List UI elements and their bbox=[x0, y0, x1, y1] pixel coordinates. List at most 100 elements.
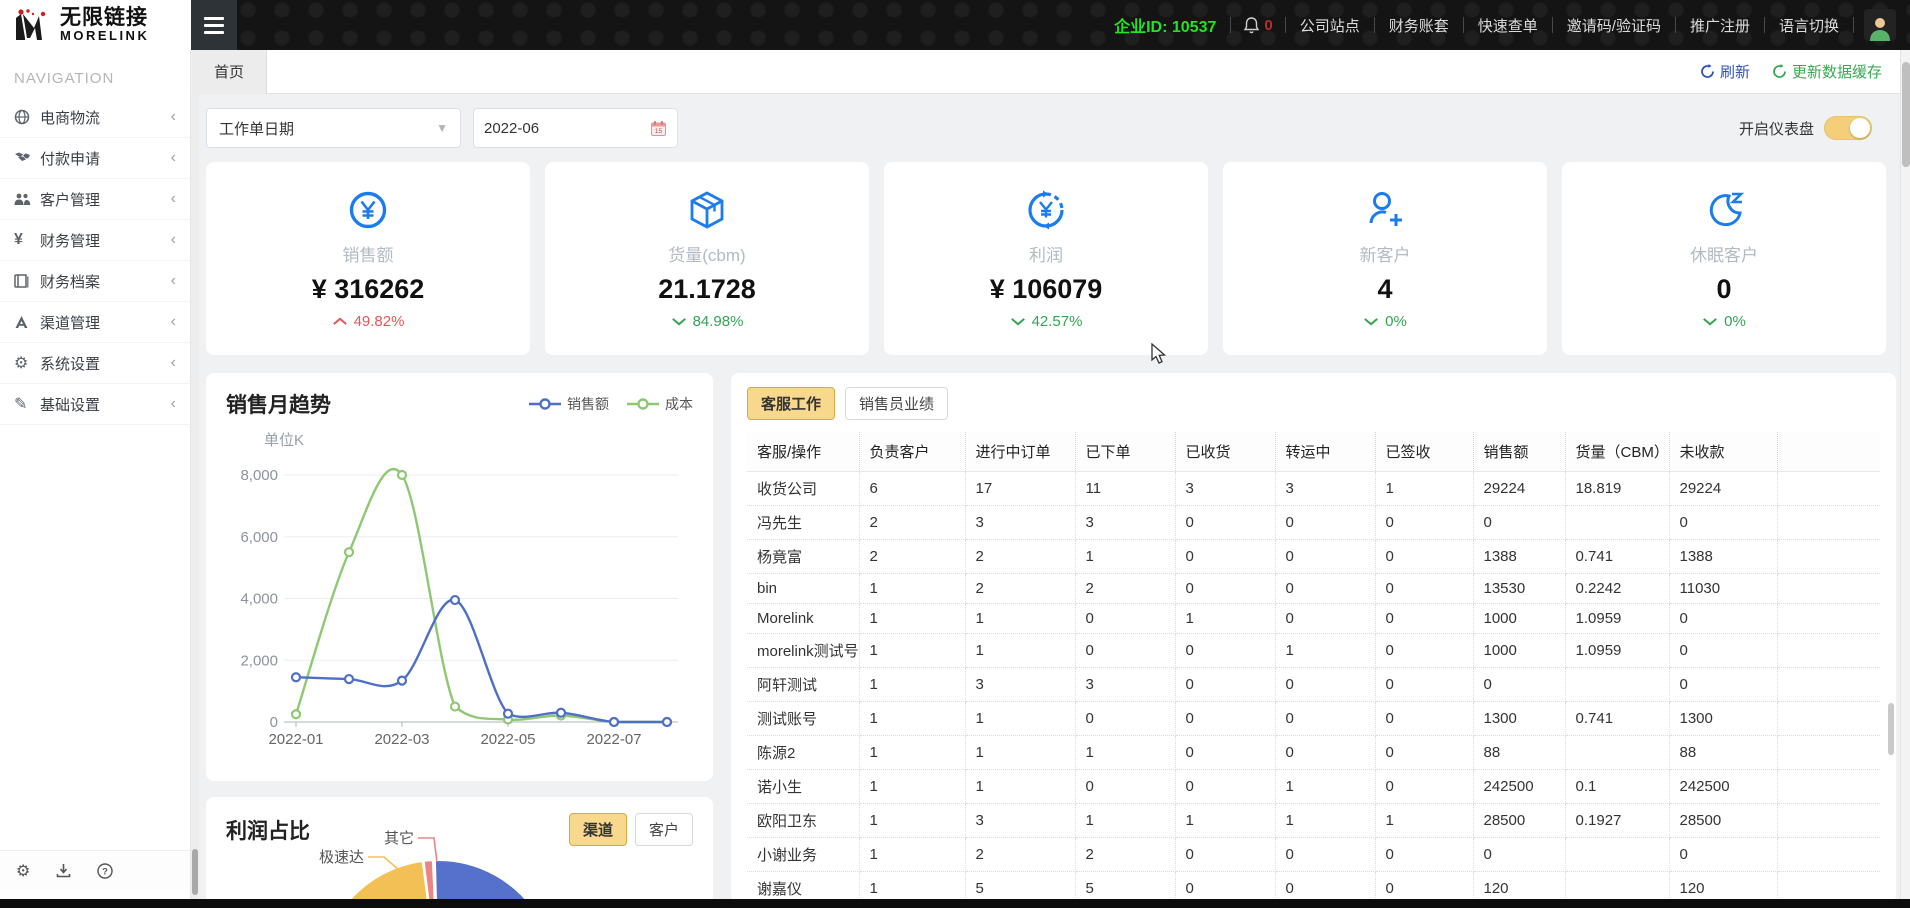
svg-text:?: ? bbox=[102, 866, 108, 877]
svg-text:15: 15 bbox=[655, 128, 663, 135]
update-cache-button[interactable]: 更新数据缓存 bbox=[1772, 61, 1882, 82]
pie-channel-button[interactable]: 渠道 bbox=[569, 813, 627, 846]
menu-finance-books[interactable]: 财务账套 bbox=[1375, 15, 1463, 36]
pie-customer-button[interactable]: 客户 bbox=[635, 813, 693, 846]
table-cell: 1 bbox=[965, 770, 1075, 804]
page-scrollbar[interactable] bbox=[1900, 50, 1910, 908]
page-scrollbar-thumb[interactable] bbox=[1902, 62, 1910, 167]
table-cell: 0 bbox=[1375, 506, 1473, 540]
table-row[interactable]: 收货公司617113312922418.81929224 bbox=[747, 472, 1880, 506]
table-cell-name: 欧阳卫东 bbox=[747, 804, 859, 838]
table-row[interactable]: 小谢业务12200000 bbox=[747, 838, 1880, 872]
download-icon[interactable] bbox=[56, 863, 71, 878]
table-cell: 0 bbox=[1473, 506, 1565, 540]
table-cell: 242500 bbox=[1669, 770, 1777, 804]
topbar: 无限链接 MORELINK 企业ID: 10537 0 公司站点 财务账套 快速… bbox=[0, 0, 1910, 50]
sidebar-toggle-button[interactable] bbox=[191, 0, 237, 50]
sidebar-item-finance-archive[interactable]: 财务档案 ‹ bbox=[0, 261, 190, 302]
bottom-bar bbox=[0, 899, 1910, 908]
sidebar-item-label: 基础设置 bbox=[40, 394, 100, 415]
table-cell: 0 bbox=[1473, 668, 1565, 702]
menu-language-switch[interactable]: 语言切换 bbox=[1765, 15, 1853, 36]
table-cell: 17 bbox=[965, 472, 1075, 506]
table-cell: 2 bbox=[965, 574, 1075, 604]
table-cell: 0 bbox=[1375, 604, 1473, 634]
table-row[interactable]: bin122000135300.224211030 bbox=[747, 574, 1880, 604]
menu-promo-register[interactable]: 推广注册 bbox=[1676, 15, 1764, 36]
table-row[interactable]: Morelink11010010001.09590 bbox=[747, 604, 1880, 634]
table-row[interactable]: morelink测试号11001010001.09590 bbox=[747, 634, 1880, 668]
table-cell: 1 bbox=[859, 634, 965, 668]
table-cell: 1 bbox=[1075, 804, 1175, 838]
content-scrollbar[interactable] bbox=[191, 94, 199, 899]
chevron-left-icon: ‹ bbox=[171, 354, 176, 372]
content-scrollbar-thumb[interactable] bbox=[192, 849, 198, 895]
help-icon[interactable]: ? bbox=[97, 863, 113, 879]
user-avatar[interactable] bbox=[1864, 9, 1896, 41]
tab-home[interactable]: 首页 bbox=[192, 50, 267, 94]
table-cell-name: Morelink bbox=[747, 604, 859, 634]
table-cell: 1 bbox=[1075, 540, 1175, 574]
table-cell: 0 bbox=[1275, 668, 1375, 702]
app-logo[interactable]: 无限链接 MORELINK bbox=[0, 0, 191, 50]
menu-company-site[interactable]: 公司站点 bbox=[1286, 15, 1374, 36]
table-cell-name: morelink测试号 bbox=[747, 634, 859, 668]
table-cell-name: 阿轩测试 bbox=[747, 668, 859, 702]
tab-salesperson-performance[interactable]: 销售员业绩 bbox=[845, 387, 948, 420]
table-row[interactable]: 欧阳卫东131111285000.192728500 bbox=[747, 804, 1880, 838]
table-row[interactable]: 冯先生23300000 bbox=[747, 506, 1880, 540]
table-cell bbox=[1777, 736, 1880, 770]
dashboard-toggle-switch[interactable] bbox=[1824, 116, 1872, 140]
sidebar-item-finance-management[interactable]: ¥ 财务管理 ‹ bbox=[0, 220, 190, 261]
sidebar-item-customer-management[interactable]: 客户管理 ‹ bbox=[0, 179, 190, 220]
table-cell: 1 bbox=[1275, 634, 1375, 668]
table-row[interactable]: 阿轩测试13300000 bbox=[747, 668, 1880, 702]
table-cell-name: 杨竟富 bbox=[747, 540, 859, 574]
table-cell: 0 bbox=[1375, 736, 1473, 770]
svg-text:2022-03: 2022-03 bbox=[374, 731, 429, 748]
legend-marker-icon bbox=[627, 398, 659, 410]
table-row[interactable]: 测试账号11000013000.7411300 bbox=[747, 702, 1880, 736]
table-cell: 6 bbox=[859, 472, 965, 506]
table-cell bbox=[1777, 838, 1880, 872]
sales-trend-card: 销售月趋势 销售额 成本 单位K bbox=[206, 373, 713, 781]
table-scrollbar-thumb[interactable] bbox=[1888, 703, 1894, 755]
table-cell: 0 bbox=[1375, 574, 1473, 604]
table-cell: 1000 bbox=[1473, 604, 1565, 634]
svg-text:8,000: 8,000 bbox=[240, 467, 278, 484]
menu-invite-code[interactable]: 邀请码/验证码 bbox=[1553, 15, 1675, 36]
settings-gear-icon[interactable]: ⚙ bbox=[16, 861, 30, 881]
sidebar-item-basic-settings[interactable]: ✎ 基础设置 ‹ bbox=[0, 384, 190, 425]
stat-value: 0 bbox=[1716, 274, 1731, 305]
stat-value: 21.1728 bbox=[658, 274, 756, 305]
stat-change: 84.98% bbox=[671, 313, 744, 330]
table-cell: 3 bbox=[965, 506, 1075, 540]
table-cell: 2 bbox=[1075, 838, 1175, 872]
table-column-header: 销售额 bbox=[1473, 432, 1565, 472]
table-column-header: 客服/操作 bbox=[747, 432, 859, 472]
sidebar-item-system-settings[interactable]: ⚙ 系统设置 ‹ bbox=[0, 343, 190, 384]
table-row[interactable]: 陈源21110008888 bbox=[747, 736, 1880, 770]
notification-count: 0 bbox=[1264, 17, 1272, 34]
table-cell: 1 bbox=[859, 574, 965, 604]
legend-item-sales[interactable]: 销售额 bbox=[529, 394, 609, 414]
refresh-button[interactable]: 刷新 bbox=[1700, 61, 1750, 82]
chevron-down-icon: ▼ bbox=[436, 121, 448, 135]
sidebar-item-ecommerce-logistics[interactable]: 电商物流 ‹ bbox=[0, 97, 190, 138]
table-row[interactable]: 诺小生1100102425000.1242500 bbox=[747, 770, 1880, 804]
table-cell bbox=[1777, 472, 1880, 506]
stat-change-value: 42.57% bbox=[1032, 313, 1083, 330]
table-row[interactable]: 杨竟富22100013880.7411388 bbox=[747, 540, 1880, 574]
date-type-select[interactable]: 工作单日期 ▼ bbox=[206, 108, 461, 148]
table-cell: 28500 bbox=[1669, 804, 1777, 838]
sidebar-item-channel-management[interactable]: 渠道管理 ‹ bbox=[0, 302, 190, 343]
tab-customer-service-work[interactable]: 客服工作 bbox=[747, 387, 835, 420]
month-input[interactable]: 2022-06 15 bbox=[473, 108, 678, 148]
notification-bell[interactable]: 0 bbox=[1231, 16, 1284, 34]
table-cell: 1 bbox=[1175, 804, 1275, 838]
table-cell: 0.1927 bbox=[1565, 804, 1669, 838]
legend-item-cost[interactable]: 成本 bbox=[627, 394, 693, 414]
sidebar-item-payment-request[interactable]: 付款申请 ‹ bbox=[0, 138, 190, 179]
menu-quick-search[interactable]: 快速查单 bbox=[1464, 15, 1552, 36]
tabbar: 首页 刷新 更新数据缓存 bbox=[192, 50, 1900, 94]
